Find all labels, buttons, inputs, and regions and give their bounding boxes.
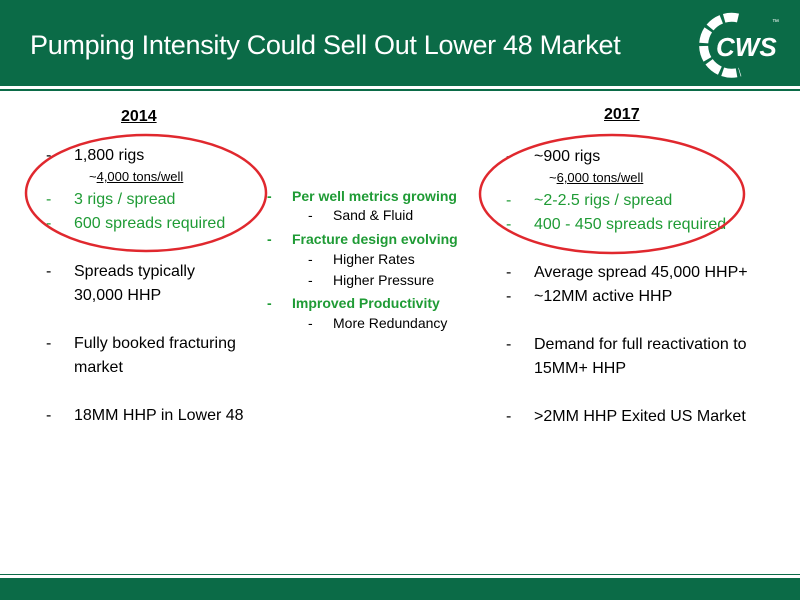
logo-text: CWS (716, 32, 777, 62)
footer-bar (0, 578, 800, 600)
sub-item: ~4,000 tons/well (89, 169, 184, 184)
left-heading: 2014 (121, 108, 157, 125)
header-divider (0, 89, 800, 91)
cws-logo: CWS ™ (694, 10, 782, 80)
cws-logo-icon: CWS ™ (699, 12, 779, 78)
header-bar (0, 0, 800, 86)
slide-title: Pumping Intensity Could Sell Out Lower 4… (30, 30, 621, 60)
footer-divider (0, 574, 800, 575)
right-heading: 2017 (604, 106, 640, 123)
logo-trademark: ™ (772, 19, 779, 26)
sub-item: ~6,000 tons/well (549, 170, 644, 185)
